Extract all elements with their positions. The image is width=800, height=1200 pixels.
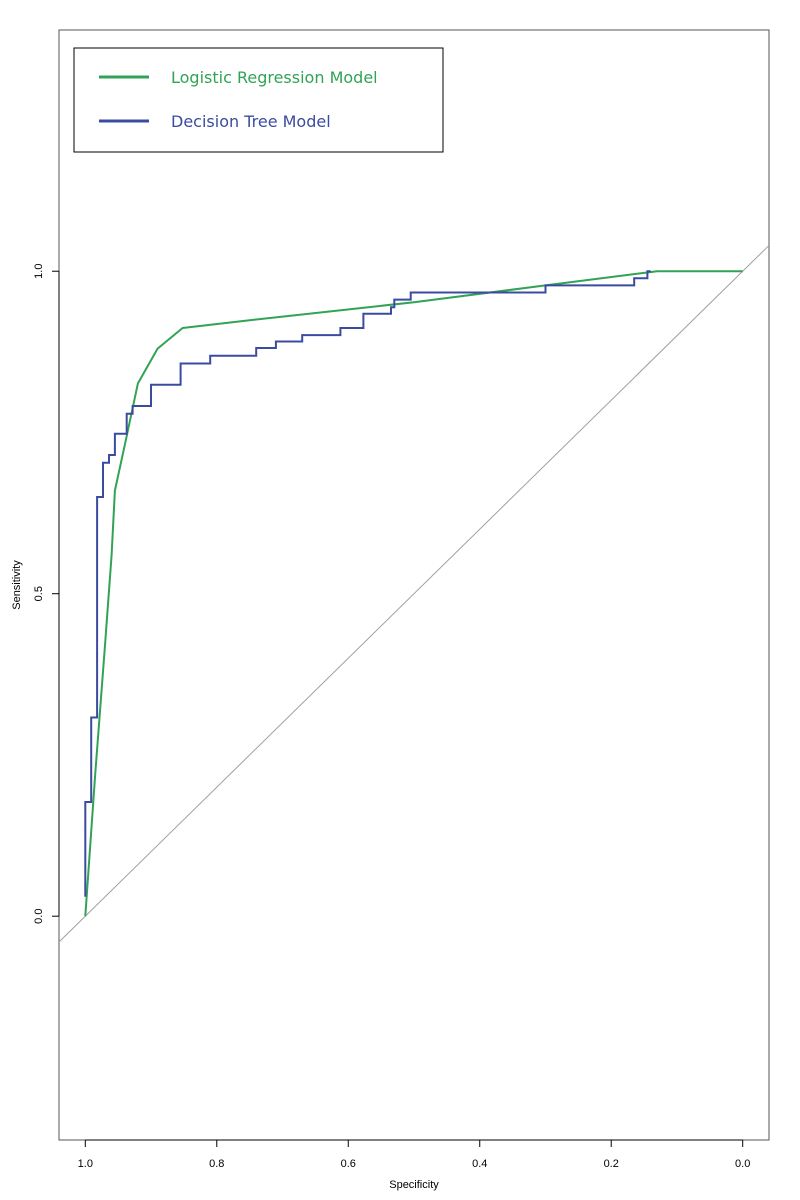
x-tick-label: 0.4 [472, 1158, 487, 1170]
y-tick-label: 1.0 [33, 264, 45, 279]
x-tick-label: 0.8 [209, 1158, 224, 1170]
series-line-logistic-regression [84, 270, 743, 917]
y-tick-label: 0.5 [33, 586, 45, 601]
legend-box [73, 47, 444, 153]
x-tick-label: 0.2 [604, 1158, 619, 1170]
plot-frame [58, 29, 770, 1141]
x-axis-title: Specificity [389, 1179, 439, 1191]
x-tick-label: 1.0 [78, 1158, 93, 1170]
y-tick-label: 0.0 [33, 909, 45, 924]
legend-label-logistic: Logistic Regression Model [171, 68, 378, 87]
reference-diagonal-layer [58, 245, 770, 943]
x-tick-label: 0.0 [735, 1158, 750, 1170]
legend: Logistic Regression Model Decision Tree … [73, 47, 444, 153]
x-tick-label: 0.6 [341, 1158, 356, 1170]
series-layer [84, 270, 743, 917]
series-line-decision-tree [84, 270, 651, 897]
axes-layer: 1.0 0.8 0.6 0.4 0.2 0.0 0.0 0.5 1.0 [33, 264, 750, 1170]
legend-label-tree: Decision Tree Model [171, 112, 331, 131]
reference-diagonal-line [58, 245, 770, 943]
y-axis-title: Sensitivity [11, 560, 23, 610]
